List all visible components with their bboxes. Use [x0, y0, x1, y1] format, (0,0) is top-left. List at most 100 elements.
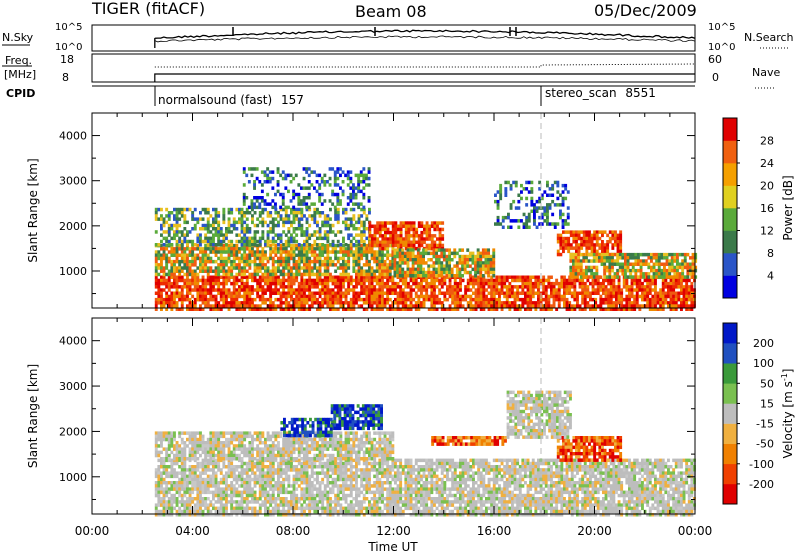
heatmap-cell [420, 224, 424, 228]
heatmap-cell [521, 304, 525, 308]
heatmap-cell [284, 247, 288, 251]
heatmap-cell [271, 291, 275, 295]
heatmap-cell [316, 275, 319, 279]
heatmap-cell [476, 254, 480, 259]
heatmap-cell [427, 267, 431, 272]
heatmap-cell [175, 220, 179, 225]
heatmap-cell [406, 248, 410, 252]
heatmap-cell [251, 259, 254, 264]
heatmap-cell [357, 220, 361, 225]
heatmap-cell [334, 211, 338, 215]
heatmap-cell [371, 224, 374, 228]
heatmap-cell [412, 221, 416, 225]
heatmap-cell [595, 265, 599, 270]
heatmap-cell [240, 207, 244, 212]
heatmap-cell [334, 214, 338, 218]
heatmap-cell [659, 307, 663, 311]
heatmap-cell [352, 263, 356, 267]
heatmap-cell [445, 248, 449, 252]
heatmap-cell [564, 246, 568, 250]
heatmap-cell [354, 173, 358, 178]
heatmap-cell [178, 291, 182, 295]
heatmap-cell [472, 307, 475, 311]
heatmap-cell [316, 291, 319, 295]
heatmap-cell [360, 220, 364, 225]
heatmap-cell [167, 281, 171, 286]
heatmap-cell [394, 240, 398, 244]
heatmap-cell [157, 484, 161, 488]
heatmap-cell [583, 291, 587, 295]
heatmap-cell [258, 307, 262, 311]
heatmap-cell [556, 183, 560, 188]
heatmap-cell [406, 254, 410, 259]
heatmap-cell [191, 490, 195, 495]
heatmap-cell [173, 471, 176, 475]
heatmap-cell [227, 288, 231, 292]
heatmap-cell [386, 240, 390, 244]
heatmap-cell [655, 256, 659, 260]
heatmap-cell [550, 288, 553, 292]
heatmap-cell [313, 186, 316, 190]
heatmap-cell [681, 252, 685, 257]
heatmap-cell [316, 259, 319, 264]
heatmap-cell [290, 223, 293, 228]
heatmap-cell [354, 202, 358, 206]
heatmap-cell [474, 288, 478, 292]
heatmap-cell [647, 252, 651, 257]
heatmap-cell [336, 285, 340, 289]
heatmap-cell [295, 239, 299, 244]
heatmap-cell [357, 250, 361, 254]
heatmap-cell [300, 243, 304, 248]
heatmap-cell [420, 237, 424, 241]
heatmap-cell [199, 288, 202, 292]
heatmap-cell [346, 176, 350, 181]
heatmap-cell [154, 484, 158, 488]
heatmap-cell [355, 227, 358, 231]
heatmap-cell [204, 263, 208, 267]
heatmap-cell [664, 291, 668, 295]
heatmap-cell [277, 297, 280, 302]
heatmap-cell [271, 186, 275, 190]
heatmap-cell [630, 294, 634, 299]
heatmap-cell [274, 233, 278, 237]
heatmap-cell [542, 304, 546, 308]
heatmap-cell [654, 278, 657, 283]
heatmap-cell [564, 187, 568, 191]
heatmap-cell [300, 207, 304, 212]
heatmap-cell [323, 288, 327, 292]
heatmap-cell [307, 192, 311, 197]
heatmap-cell [261, 217, 265, 221]
heatmap-cell [242, 167, 246, 171]
heatmap-cell [253, 183, 256, 187]
heatmap-cell [619, 230, 623, 234]
heatmap-cell [302, 196, 306, 200]
heatmap-cell [165, 481, 169, 485]
heatmap-cell [482, 297, 486, 302]
heatmap-cell [608, 230, 612, 234]
heatmap-cell [505, 275, 509, 279]
heatmap-cell [323, 266, 327, 270]
heatmap-cell [289, 199, 293, 203]
heatmap-cell [175, 301, 179, 305]
heatmap-cell [409, 291, 413, 295]
heatmap-cell [300, 186, 303, 190]
heatmap-cell [357, 259, 361, 264]
heatmap-cell [323, 199, 327, 203]
heatmap-cell [501, 215, 505, 220]
heatmap-cell [206, 461, 210, 466]
heatmap-cell [612, 294, 616, 299]
heatmap-cell [344, 250, 348, 254]
heatmap-cell [347, 243, 351, 248]
heatmap-cell [290, 220, 293, 225]
heatmap-cell [482, 281, 486, 286]
heatmap-cell [386, 307, 390, 311]
heatmap-cell [349, 170, 353, 174]
heatmap-cell [157, 301, 161, 305]
heatmap-cell [292, 275, 296, 279]
heatmap-cell [357, 291, 361, 295]
heatmap-cell [499, 190, 503, 194]
heatmap-cell [453, 278, 457, 283]
heatmap-cell [499, 193, 503, 197]
heatmap-cell [191, 269, 195, 273]
heatmap-cell [435, 294, 439, 299]
